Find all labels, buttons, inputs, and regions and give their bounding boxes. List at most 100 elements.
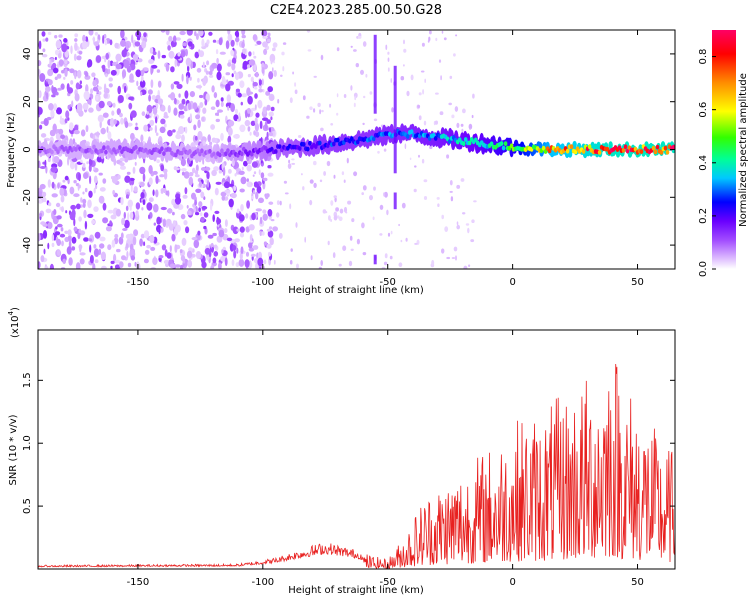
noise-blob — [446, 256, 451, 260]
ridge-core — [405, 134, 410, 139]
y-tick-label: 20 — [22, 95, 33, 108]
noise-blob — [328, 215, 331, 221]
snr-marks — [38, 363, 675, 569]
noise-blob — [215, 112, 219, 116]
noise-blob — [58, 128, 64, 135]
noise-blob — [343, 206, 348, 213]
noise-blob — [460, 123, 464, 127]
noise-blob — [56, 215, 62, 220]
ridge-core — [298, 146, 302, 151]
colorbar-gradient — [712, 30, 736, 269]
noise-blob — [44, 159, 47, 168]
noise-blob — [187, 41, 193, 47]
noise-blob — [92, 86, 99, 92]
noise-blob — [179, 30, 186, 36]
noise-blob — [94, 231, 101, 239]
noise-blob — [224, 189, 231, 194]
noise-blob — [230, 39, 235, 47]
noise-blob — [267, 165, 272, 169]
noise-blob — [200, 167, 207, 171]
noise-blob — [226, 237, 233, 242]
noise-blob — [207, 134, 211, 143]
noise-blob — [78, 244, 83, 250]
noise-blob — [338, 216, 343, 222]
noise-blob — [139, 238, 144, 247]
noise-blob — [57, 87, 62, 91]
noise-blob — [239, 232, 245, 238]
noise-blob — [248, 247, 255, 252]
ridge-core — [134, 144, 138, 150]
noise-blob — [232, 245, 237, 251]
noise-blob — [55, 91, 59, 96]
noise-blob — [203, 225, 207, 230]
noise-blob — [159, 126, 166, 134]
noise-blob — [450, 196, 454, 202]
noise-blob — [255, 131, 260, 138]
noise-blob — [95, 55, 102, 63]
noise-blob — [453, 53, 456, 57]
noise-blob — [179, 249, 183, 254]
noise-blob — [125, 42, 129, 50]
noise-blob — [115, 61, 119, 65]
noise-blob — [246, 200, 251, 209]
x-tick-label: 50 — [631, 277, 644, 288]
ridge-core — [308, 140, 312, 146]
ridge-core — [503, 141, 508, 147]
noise-blob — [262, 36, 268, 39]
noise-blob — [189, 113, 192, 122]
noise-blob — [383, 148, 387, 152]
y-tick-label: 0.5 — [22, 498, 33, 514]
noise-blob — [183, 171, 190, 179]
noise-blob — [383, 192, 386, 197]
ridge-core — [659, 150, 664, 155]
figure-title: C2E4.2023.285.00.50.G28 — [270, 3, 442, 18]
noise-blob — [454, 106, 459, 112]
noise-blob — [197, 230, 201, 236]
noise-blob — [142, 173, 146, 182]
noise-blob — [194, 51, 200, 59]
noise-blob — [383, 261, 388, 266]
noise-blob — [236, 247, 239, 254]
noise-blob — [110, 265, 113, 269]
noise-blob — [88, 30, 94, 36]
noise-blob — [198, 201, 203, 208]
ridge-core — [336, 137, 340, 143]
noise-blob — [51, 242, 55, 248]
noise-blob — [128, 96, 134, 101]
noise-blob — [471, 219, 475, 223]
noise-blob — [71, 209, 76, 217]
noise-blob — [214, 137, 218, 143]
ridge-core — [90, 149, 94, 155]
noise-blob — [125, 243, 129, 249]
noise-blob — [192, 167, 196, 174]
noise-blob — [130, 132, 135, 141]
noise-blob — [262, 89, 265, 93]
noise-blob — [119, 112, 123, 118]
noise-blob — [327, 240, 330, 246]
noise-blob — [234, 108, 239, 115]
noise-blob — [338, 263, 342, 267]
noise-blob — [317, 102, 321, 108]
noise-blob — [119, 162, 125, 167]
ridge-core — [581, 149, 586, 154]
noise-blob — [137, 58, 143, 63]
noise-blob — [406, 90, 410, 97]
noise-blob — [309, 179, 314, 184]
noise-blob — [268, 132, 274, 137]
colorbar-ticks: 0.0 0.2 0.4 0.6 0.8 — [698, 49, 716, 277]
noise-blob — [207, 179, 210, 188]
noise-blob — [107, 131, 112, 140]
ridge-core — [214, 154, 218, 160]
noise-blob — [186, 75, 189, 85]
noise-blob — [42, 54, 48, 58]
noise-blob — [431, 259, 435, 266]
ridge-core — [162, 151, 166, 157]
noise-blob — [168, 50, 175, 59]
noise-blob — [186, 250, 193, 259]
noise-blob — [172, 35, 177, 43]
x-tick-label: -150 — [127, 577, 150, 588]
noise-blob — [95, 95, 99, 101]
noise-blob — [156, 69, 161, 73]
noise-blob — [158, 255, 164, 259]
noise-blob — [160, 187, 167, 193]
